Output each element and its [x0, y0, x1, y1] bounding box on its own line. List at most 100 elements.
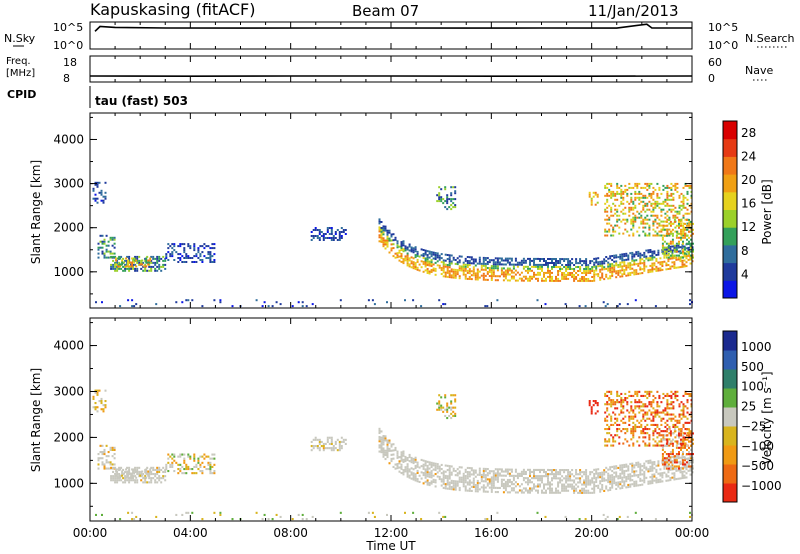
- rti-cell: [213, 511, 216, 514]
- rti-cell: [140, 267, 143, 270]
- rti-cell: [614, 198, 617, 201]
- rti-cell: [189, 455, 192, 458]
- rti-cell: [211, 465, 214, 468]
- rti-cell: [450, 192, 453, 195]
- rti-cell: [617, 266, 620, 268]
- rti-cell: [593, 269, 596, 272]
- rti-cell: [632, 212, 635, 215]
- rti-cell: [213, 457, 216, 460]
- rti-cell: [492, 486, 495, 489]
- rti-cell: [452, 467, 455, 470]
- rti-cell: [114, 481, 117, 484]
- rti-cell: [607, 277, 610, 280]
- rti-cell: [412, 251, 415, 254]
- rti-cell: [142, 481, 145, 484]
- rti-cell: [677, 477, 680, 480]
- rti-cell: [638, 401, 641, 404]
- rti-cell: [561, 275, 564, 278]
- rti-cell: [660, 430, 663, 433]
- rti-cell: [661, 228, 664, 231]
- rti-cell: [412, 261, 415, 264]
- rti-cell: [444, 275, 447, 278]
- rti-cell: [160, 269, 163, 272]
- rti-cell: [589, 260, 592, 263]
- rti-cell: [626, 218, 629, 221]
- rti-cell: [482, 256, 485, 259]
- rti-cell: [567, 473, 570, 476]
- rti-cell: [618, 218, 621, 221]
- rti-cell: [688, 224, 690, 227]
- rti-cell: [213, 261, 216, 263]
- rti-cell: [642, 403, 645, 406]
- rti-cell: [496, 470, 499, 473]
- rti-cell: [643, 481, 646, 484]
- rti-cell: [669, 451, 672, 454]
- rti-cell: [678, 467, 680, 470]
- rti-cell: [567, 277, 570, 280]
- rti-cell: [452, 482, 455, 485]
- rti-cell: [667, 453, 670, 456]
- rti-cell: [649, 255, 652, 257]
- rti-cell: [422, 262, 425, 265]
- rti-cell: [563, 483, 566, 486]
- rti-cell: [412, 457, 415, 460]
- rti-cell: [601, 471, 604, 474]
- rti-cell: [678, 415, 681, 418]
- rti-cell: [382, 451, 385, 454]
- rti-cell: [670, 186, 673, 189]
- rti-cell: [127, 261, 130, 264]
- rti-cell: [334, 447, 337, 450]
- rti-cell: [442, 515, 445, 518]
- rti-cell: [103, 453, 106, 456]
- rti-cell: [508, 472, 511, 475]
- rti-cell: [585, 266, 588, 268]
- rti-cell: [551, 491, 553, 494]
- rti-cell: [158, 479, 161, 482]
- rti-cell: [680, 438, 682, 441]
- rti-cell: [676, 421, 679, 424]
- rti-cell: [575, 483, 578, 486]
- rti-cell: [94, 181, 97, 184]
- rti-cell: [644, 226, 647, 229]
- rti-cell: [183, 461, 186, 464]
- rti-cell: [549, 269, 551, 272]
- rti-cell: [684, 444, 686, 447]
- rti-cell: [127, 259, 130, 262]
- rti-cell: [231, 305, 234, 308]
- rti-cell: [682, 202, 685, 205]
- rti-cell: [588, 402, 591, 405]
- rti-cell: [189, 247, 192, 250]
- rti-cell: [424, 472, 427, 475]
- rti-cell: [522, 479, 525, 482]
- rti-cell: [424, 476, 427, 479]
- rti-cell: [544, 303, 547, 306]
- rti-cell: [318, 233, 321, 235]
- rti-cell: [492, 478, 495, 481]
- rti-cell: [565, 268, 568, 270]
- rti-cell: [486, 478, 489, 481]
- rti-cell: [687, 246, 690, 249]
- rti-cell: [677, 244, 680, 247]
- rti-cell: [627, 258, 630, 261]
- rti-cell: [119, 257, 122, 260]
- rti-cell: [512, 267, 515, 270]
- rti-cell: [336, 229, 339, 231]
- rti-cell: [651, 256, 654, 259]
- rti-cell: [686, 198, 689, 201]
- rti-cell: [583, 491, 586, 494]
- rti-cell: [654, 423, 657, 426]
- rti-cell: [671, 467, 674, 470]
- rti-cell: [512, 271, 515, 274]
- rti-cell: [492, 271, 495, 274]
- rti-cell: [520, 489, 523, 492]
- rti-cell: [458, 259, 461, 262]
- rti-cell: [128, 269, 131, 272]
- rti-cell: [621, 269, 624, 272]
- rti-cell: [460, 255, 463, 258]
- rti-cell: [625, 469, 628, 472]
- rti-cell: [569, 479, 572, 482]
- rti-cell: [639, 262, 642, 265]
- rti-cell: [634, 392, 637, 395]
- rti-cell: [135, 265, 138, 268]
